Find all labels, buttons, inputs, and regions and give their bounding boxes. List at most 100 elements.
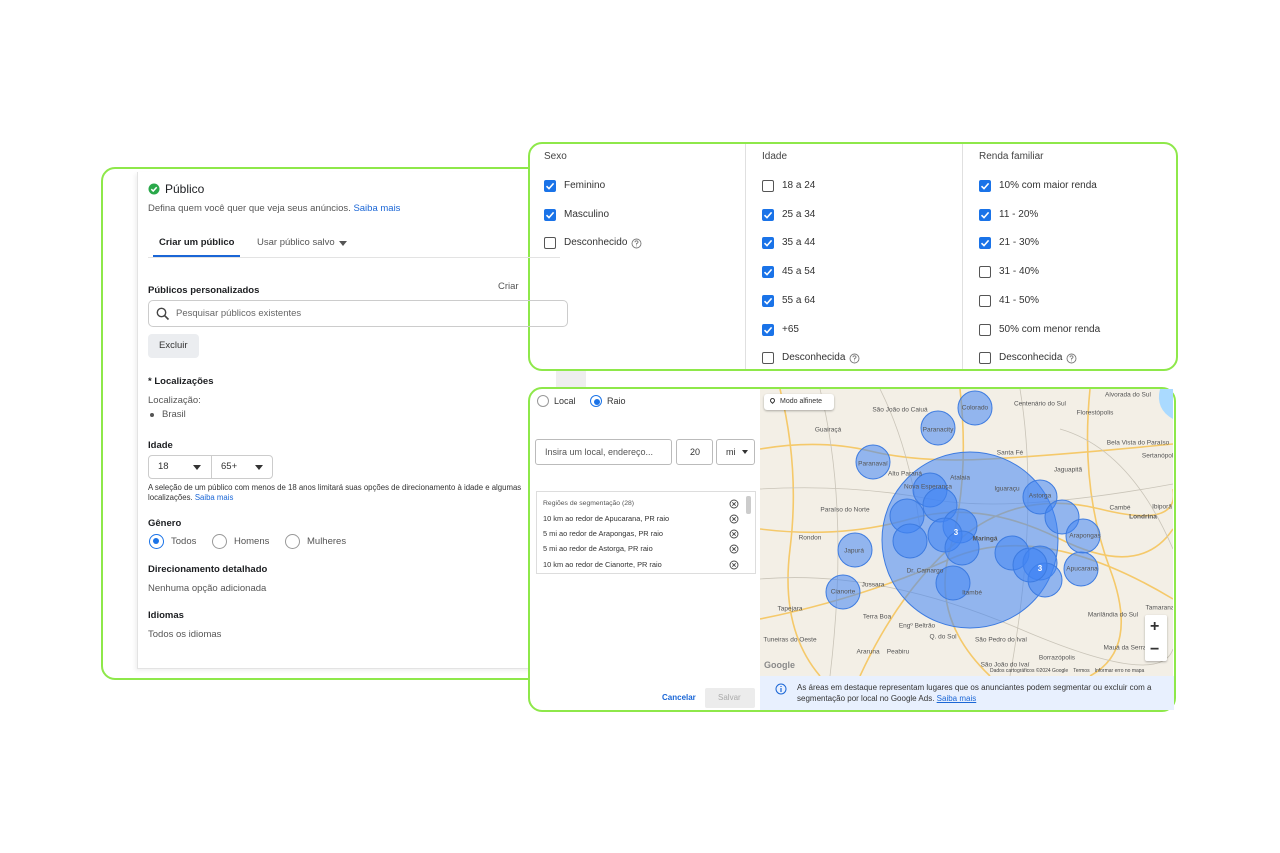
check-path bbox=[763, 211, 773, 219]
remove-icon[interactable] bbox=[729, 529, 739, 539]
age-note-link[interactable]: Saiba mais bbox=[194, 493, 234, 502]
mode-radio[interactable] bbox=[537, 395, 549, 407]
connector bbox=[556, 368, 586, 390]
checkbox[interactable] bbox=[979, 352, 991, 365]
checkbox[interactable] bbox=[762, 208, 774, 221]
unit-value: mi bbox=[726, 447, 736, 457]
unit-select[interactable] bbox=[716, 439, 755, 465]
gender-radio[interactable] bbox=[149, 534, 164, 549]
remove-icon[interactable] bbox=[729, 560, 739, 570]
checkbox[interactable] bbox=[762, 294, 774, 307]
map[interactable]: 3 3 São João do Caiuá Centenário do Sul Alvo… bbox=[760, 389, 1173, 676]
age-select-max[interactable] bbox=[211, 455, 273, 479]
help-icon[interactable] bbox=[849, 353, 860, 364]
place-label: Engº Beltrão bbox=[899, 623, 936, 630]
checkbox[interactable] bbox=[762, 237, 774, 250]
place-label: Sertanópolis bbox=[1142, 453, 1173, 460]
subtitle-link[interactable]: Saiba mais bbox=[353, 203, 401, 214]
checkbox[interactable] bbox=[762, 352, 774, 365]
tab[interactable]: Usar público salvo bbox=[257, 237, 335, 248]
target-area bbox=[855, 444, 891, 480]
checkbox[interactable] bbox=[979, 266, 991, 279]
checkbox[interactable] bbox=[979, 237, 991, 250]
help-icon[interactable] bbox=[1066, 353, 1077, 364]
place-label: Iguaraçu bbox=[994, 486, 1020, 493]
zoom-button[interactable]: + bbox=[1150, 618, 1160, 635]
checkbox[interactable] bbox=[979, 294, 991, 307]
tab[interactable]: Criar um público bbox=[159, 237, 235, 248]
checkbox[interactable] bbox=[762, 323, 774, 336]
checkbox-label[interactable]: 18 a 24 bbox=[782, 180, 816, 191]
field-label: Idade bbox=[148, 440, 173, 451]
search-box[interactable] bbox=[148, 300, 568, 327]
help-icon[interactable] bbox=[631, 238, 642, 249]
radius-value: 20 bbox=[690, 447, 701, 457]
checkbox-label[interactable]: 25 a 34 bbox=[782, 208, 816, 220]
mode-label[interactable]: Raio bbox=[607, 396, 626, 406]
checkbox-label[interactable]: Masculino bbox=[564, 208, 610, 220]
checkbox-label[interactable]: +65 bbox=[782, 323, 799, 335]
checkbox[interactable] bbox=[979, 208, 991, 221]
remove-icon[interactable] bbox=[729, 514, 739, 524]
target-area bbox=[944, 530, 980, 566]
mode-radio[interactable] bbox=[590, 395, 602, 407]
checkbox[interactable] bbox=[762, 180, 774, 192]
tab-underline bbox=[153, 255, 240, 257]
exclude-button[interactable] bbox=[148, 334, 199, 358]
checkbox[interactable] bbox=[544, 180, 556, 192]
checkbox-label[interactable]: Desconhecido bbox=[564, 237, 628, 249]
save-label[interactable]: Salvar bbox=[718, 693, 741, 702]
info-circle bbox=[775, 683, 787, 695]
field-value: Todos os idiomas bbox=[148, 629, 222, 640]
checkbox-label[interactable]: 55 a 64 bbox=[782, 294, 816, 306]
gender-option[interactable]: Todos bbox=[171, 536, 197, 547]
gender-radio[interactable] bbox=[212, 534, 227, 549]
cluster-count: 3 bbox=[954, 528, 959, 537]
checkbox-label[interactable]: 31 - 40% bbox=[999, 266, 1040, 278]
map-attribution: Termos bbox=[1073, 668, 1090, 674]
checkbox[interactable] bbox=[762, 266, 774, 279]
checkbox[interactable] bbox=[544, 208, 556, 221]
mode-label[interactable]: Local bbox=[554, 396, 576, 406]
checkbox-label[interactable]: Desconhecida bbox=[782, 352, 846, 364]
pin-mode-button[interactable] bbox=[764, 394, 834, 410]
zoom-controls[interactable] bbox=[1145, 615, 1167, 661]
help-mark bbox=[1069, 355, 1074, 362]
checkbox-label[interactable]: 45 a 54 bbox=[782, 266, 816, 278]
checkbox-label[interactable]: 10% com maior renda bbox=[999, 180, 1097, 191]
place-label: Paranacity bbox=[923, 427, 954, 434]
remove-icon[interactable] bbox=[729, 544, 739, 554]
checkbox[interactable] bbox=[979, 323, 991, 336]
status-circle bbox=[148, 183, 160, 195]
checkbox-label[interactable]: 21 - 30% bbox=[999, 237, 1040, 249]
checkbox-label[interactable]: 41 - 50% bbox=[999, 294, 1040, 306]
info-link[interactable]: Saiba mais bbox=[936, 694, 977, 703]
checkbox-label[interactable]: Feminino bbox=[564, 180, 606, 191]
checkbox-label[interactable]: 50% com menor renda bbox=[999, 323, 1101, 335]
region-item: 10 km ao redor de Cianorte, PR raio bbox=[543, 559, 662, 569]
checkbox[interactable] bbox=[544, 237, 556, 250]
create-link[interactable]: Criar bbox=[498, 281, 519, 292]
checkbox-label[interactable]: 11 - 20% bbox=[999, 208, 1039, 220]
gender-option[interactable]: Mulheres bbox=[307, 536, 347, 547]
gender-radio[interactable] bbox=[285, 534, 300, 549]
bullet bbox=[150, 413, 154, 417]
pin-mode-label[interactable]: Modo alfinete bbox=[780, 398, 823, 405]
radius-input[interactable] bbox=[676, 439, 713, 465]
checkbox[interactable] bbox=[979, 180, 991, 192]
save-button[interactable] bbox=[705, 688, 755, 708]
address-input[interactable] bbox=[535, 439, 672, 465]
demographics-frame bbox=[528, 142, 1178, 371]
place-label: Florestópolis bbox=[1077, 410, 1115, 417]
place-label: Cambé bbox=[1110, 505, 1131, 512]
zoom-button[interactable]: − bbox=[1150, 641, 1160, 658]
gender-option[interactable]: Homens bbox=[234, 536, 270, 547]
place-label: Nova Esperança bbox=[904, 484, 952, 491]
exclude-label[interactable]: Excluir bbox=[159, 340, 188, 351]
remove-icon[interactable] bbox=[729, 499, 739, 509]
checkbox-label[interactable]: Desconhecida bbox=[999, 352, 1063, 364]
place-label: Jussara bbox=[862, 582, 885, 589]
cancel-button[interactable]: Cancelar bbox=[662, 693, 696, 702]
checkbox-label[interactable]: 35 a 44 bbox=[782, 237, 816, 249]
age-note-text: A seleção de um público com menos de 18 … bbox=[148, 483, 522, 502]
